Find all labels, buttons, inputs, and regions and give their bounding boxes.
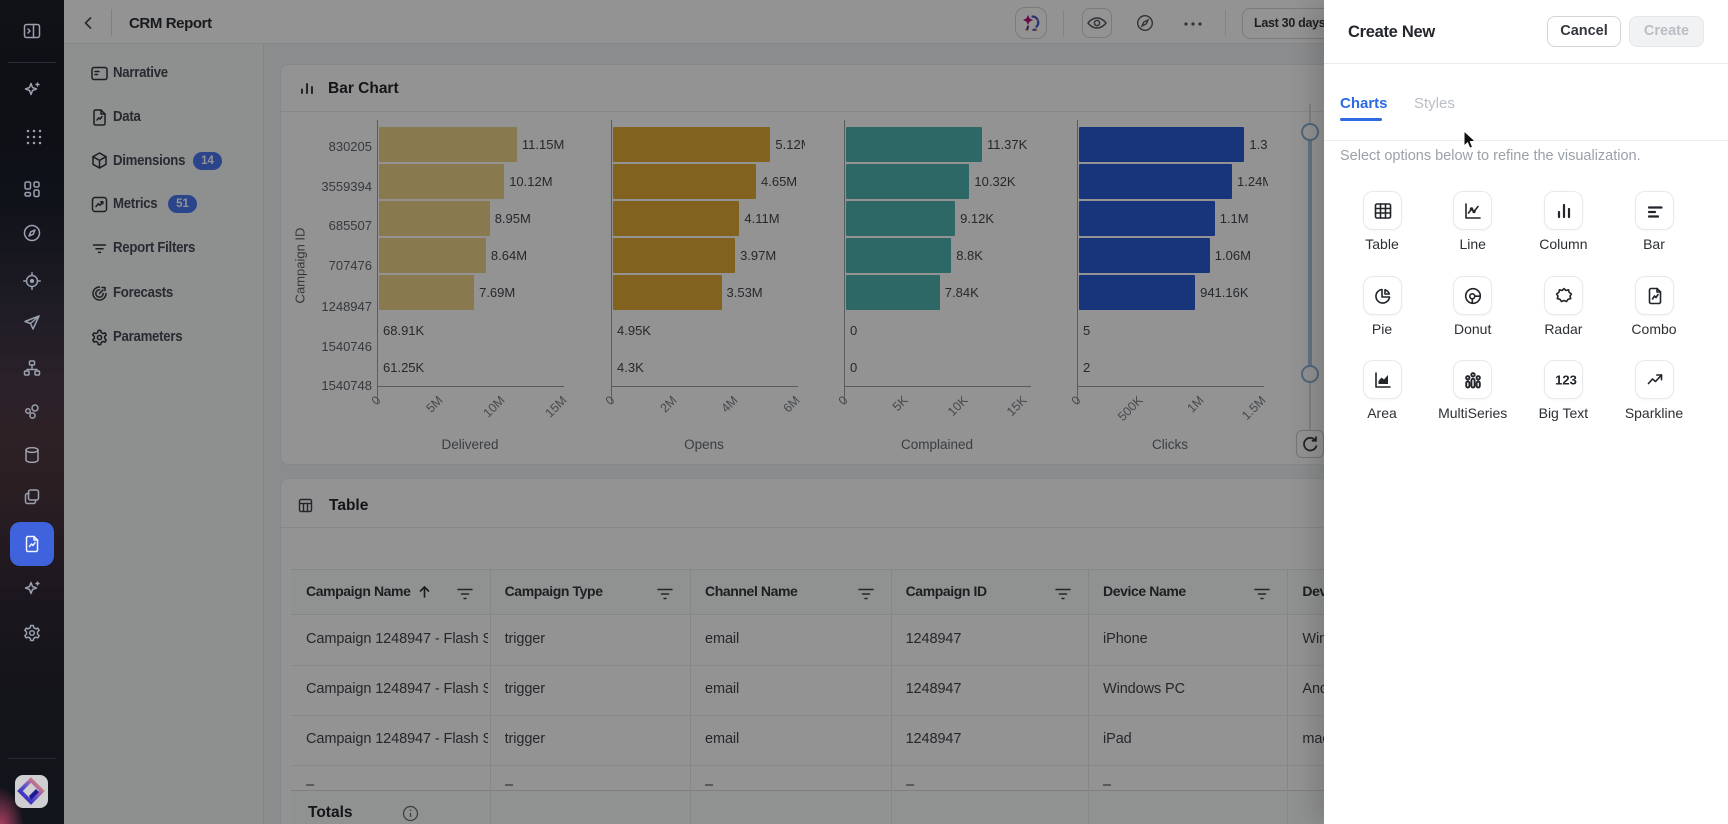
svg-text:123: 123: [1555, 372, 1577, 387]
